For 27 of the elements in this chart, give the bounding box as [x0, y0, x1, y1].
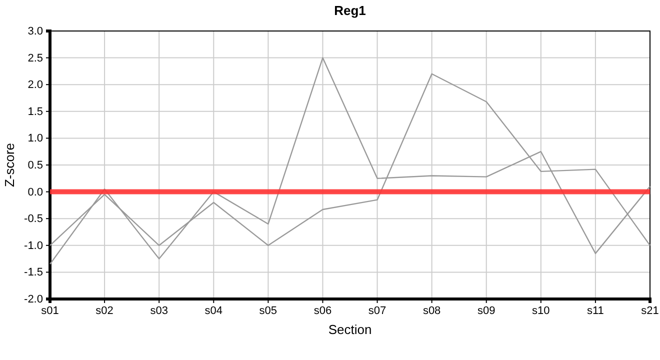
- y-tick-label: -0.5: [24, 213, 43, 226]
- y-tick-label: 2.0: [28, 79, 43, 92]
- y-tick-label: 2.5: [28, 52, 43, 64]
- y-tick-label: 0.5: [28, 160, 43, 172]
- chart-title: Reg1: [334, 3, 366, 18]
- y-tick-label: 1.0: [28, 132, 43, 145]
- y-tick-label: 0.0: [28, 186, 43, 198]
- y-tick-label: 1.5: [28, 106, 43, 118]
- x-tick-label: s06: [314, 304, 332, 317]
- y-tick-label: 3.0: [28, 26, 43, 38]
- x-tick-label: s03: [150, 304, 168, 317]
- y-tick-label: -1.0: [24, 240, 43, 252]
- y-tick-label: -2.0: [24, 294, 43, 306]
- y-axis-title: Z-score: [2, 142, 17, 188]
- x-axis-title: Section: [328, 322, 372, 337]
- x-tick-label: s09: [477, 304, 496, 317]
- x-tick-label: s02: [96, 304, 114, 317]
- y-tick-label: -1.5: [24, 266, 43, 279]
- x-tick-label: s04: [204, 304, 223, 317]
- x-tick-label: s08: [422, 304, 441, 317]
- x-tick-label: s07: [368, 304, 386, 317]
- line-series: [49, 57, 651, 265]
- x-tick-label: s10: [532, 304, 550, 317]
- x-tick-label: s21: [641, 304, 659, 317]
- x-tick-label: s11: [586, 304, 604, 317]
- x-tick-label: s01: [41, 304, 59, 317]
- x-tick-label: s05: [259, 304, 278, 317]
